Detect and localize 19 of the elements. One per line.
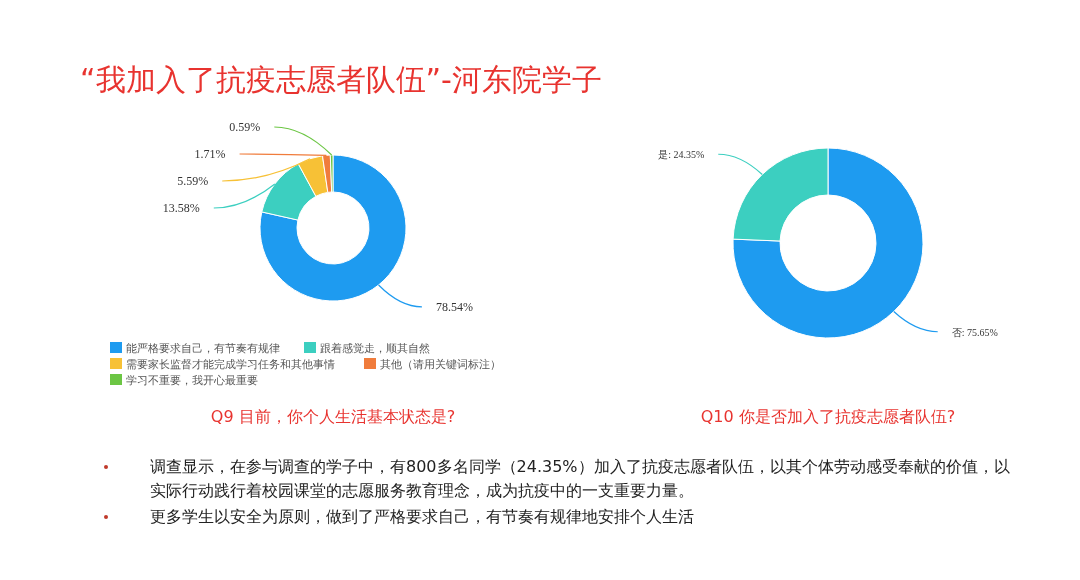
- data-label: 13.58%: [162, 201, 200, 216]
- text: Q9 目前，你个人生活基本状态是?: [210, 407, 456, 426]
- data-label: : 24.35%: [668, 149, 705, 161]
- legend-label: 学习不重要，我开心最重要: [126, 374, 258, 387]
- legend-label: 跟着感觉走，顺其自然: [320, 342, 430, 355]
- text: Q10 你是否加入了抗疫志愿者队伍?: [700, 407, 956, 426]
- legend-label: 其他（请用关键词标注）: [380, 358, 501, 371]
- data-label: 78.54%: [435, 299, 473, 314]
- legend-label: 需要家长监督才能完成学习任务和其他事情: [126, 358, 335, 371]
- slice-label: 是: [658, 149, 669, 161]
- data-label: 0.59%: [229, 120, 261, 135]
- data-label: 1.71%: [194, 147, 226, 162]
- text: 调查显示，在参与调查的学子中，有800多名同学（24.35%）加入了抗疫志愿者队伍，以其个体劳动感受奉献的价值，以实际行动践行着校园课堂的志愿服务教育理念，成为抗疫中的一支重要力量。: [150, 456, 1010, 502]
- legend-label: 能严格要求自己，有节奏有规律: [126, 342, 280, 355]
- text: 更多学生以安全为原则，做到了严格要求自己，有节奏有规律地安排个人生活: [150, 506, 695, 528]
- text: “我加入了抗疫志愿者队伍”-河东院学子: [80, 62, 602, 97]
- slice-label: 否: [951, 326, 962, 338]
- data-label: 5.59%: [177, 174, 209, 189]
- data-label: : 75.65%: [961, 326, 998, 338]
